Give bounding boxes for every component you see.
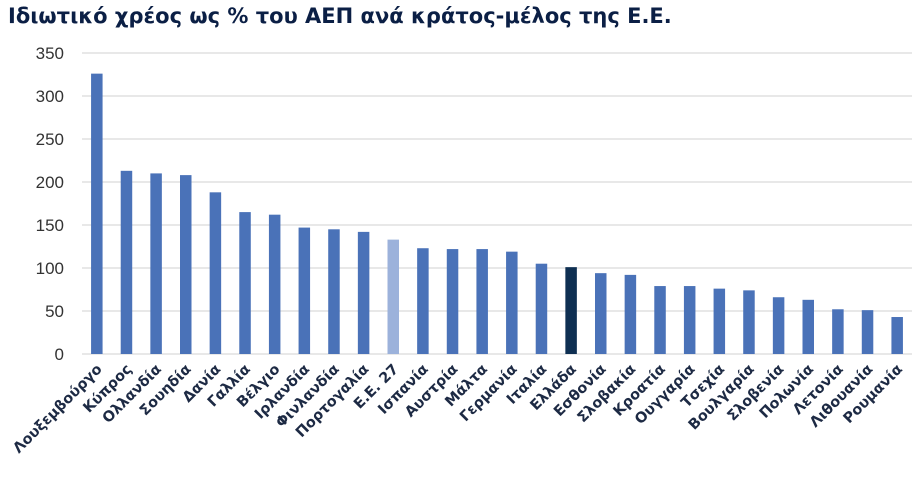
bar: [150, 173, 162, 354]
bar: [535, 263, 548, 354]
bar: [446, 249, 459, 354]
bar: [624, 274, 637, 354]
bar: [239, 212, 251, 354]
bar: [891, 317, 903, 354]
bar: [506, 251, 518, 354]
bar: [802, 299, 814, 354]
bar: [180, 175, 192, 354]
gridlines: [82, 52, 912, 355]
chart-title: Ιδιωτικό χρέος ως % του ΑΕΠ ανά κράτος-μ…: [8, 4, 672, 28]
bar: [387, 239, 399, 354]
y-tick-label: 50: [45, 302, 64, 321]
bar: [476, 249, 488, 354]
y-tick-label: 250: [36, 130, 64, 149]
bar: [683, 286, 696, 354]
y-tick-label: 150: [36, 216, 64, 235]
bar: [91, 73, 103, 354]
x-axis-ticks: ΛουξεμβούργοΚύπροςΟλλανδίαΣουηδίαΔανίαΓα…: [10, 361, 906, 456]
y-tick-label: 200: [36, 173, 64, 192]
y-tick-label: 350: [36, 44, 64, 63]
y-tick-label: 100: [36, 259, 64, 278]
bar: [743, 290, 755, 354]
bars: [91, 73, 903, 354]
bar: [861, 310, 874, 354]
bar: [209, 192, 222, 354]
bar: [298, 227, 311, 354]
bar: [654, 286, 666, 354]
bar: [832, 309, 844, 354]
bar: [417, 248, 429, 354]
bar: [565, 267, 577, 354]
bar: [120, 170, 133, 354]
y-axis-ticks: 0 50 100 150 200 250 300 350: [36, 44, 64, 364]
bar: [328, 229, 340, 354]
bar: [268, 214, 281, 354]
bar: [357, 231, 370, 354]
bar: [772, 297, 785, 354]
y-tick-label: 0: [55, 345, 64, 364]
bar: [713, 288, 726, 354]
y-tick-label: 300: [36, 87, 64, 106]
bar: [595, 273, 607, 354]
